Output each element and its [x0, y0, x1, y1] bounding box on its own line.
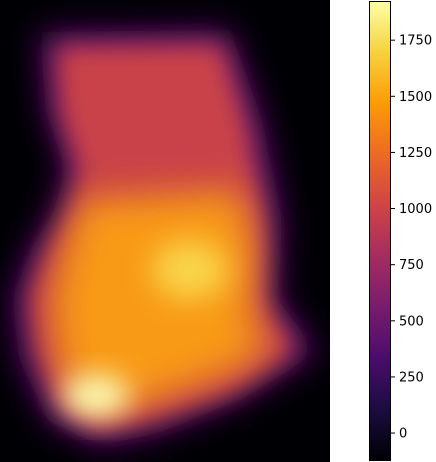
heatmap-region-central [52, 190, 270, 410]
colorbar-tick-label: 1250 [399, 146, 432, 161]
heatmap-peak-east [152, 240, 228, 300]
heatmap-plot [0, 0, 330, 462]
colorbar-tick-label: 250 [399, 370, 424, 385]
colorbar-tick-label: 1000 [399, 202, 432, 217]
colorbar-tick-label: 0 [399, 427, 407, 442]
colorbar-tick-label: 1500 [399, 90, 432, 105]
heatmap-peak-south [62, 374, 130, 418]
colorbar [369, 1, 391, 461]
colorbar-axis: 0 250 500 750 1000 1250 1500 1750 [391, 34, 432, 442]
colorbar-tick-label: 1750 [399, 34, 432, 49]
colorbar-tick-label: 500 [399, 314, 424, 329]
colorbar-tick-label: 750 [399, 258, 424, 273]
